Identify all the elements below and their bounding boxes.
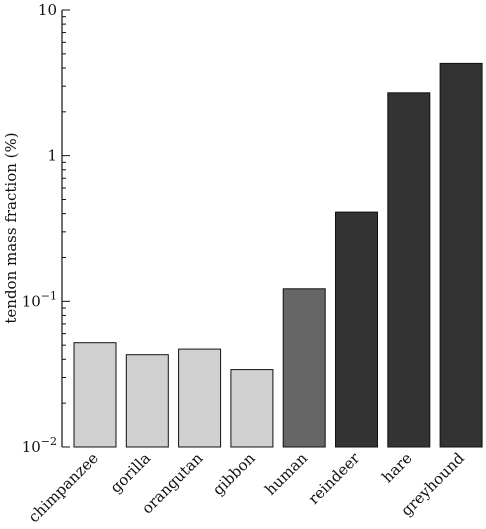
y-tick-label: 10−2 xyxy=(22,435,57,456)
y-tick-label: 1 xyxy=(47,147,57,165)
bar-gibbon xyxy=(230,369,274,448)
bar-reindeer xyxy=(335,211,378,448)
x-tick-label-gibbon: gibbon xyxy=(209,449,259,499)
y-axis: 10 1 10−1 10−2 xyxy=(22,1,70,456)
y-tick-label: 10−1 xyxy=(22,289,57,310)
bar-greyhound xyxy=(439,62,483,448)
bar-human xyxy=(282,288,326,448)
bar-chimpanzee xyxy=(73,342,117,448)
y-tick-label: 10 xyxy=(38,1,57,19)
x-tick-label-reindeer: reindeer xyxy=(305,449,364,508)
bar-orangutan xyxy=(178,348,222,448)
bar-hare xyxy=(387,92,431,448)
y-axis-label: tendon mass fraction (%) xyxy=(2,132,20,323)
bars-group xyxy=(73,62,483,448)
x-tick-label-gorilla: gorilla xyxy=(107,449,155,497)
x-tick-label-chimpanzee: chimpanzee xyxy=(25,449,102,526)
bar-gorilla xyxy=(125,354,169,448)
x-tick-label-human: human xyxy=(261,449,311,499)
x-tick-label-hare: hare xyxy=(378,449,415,486)
